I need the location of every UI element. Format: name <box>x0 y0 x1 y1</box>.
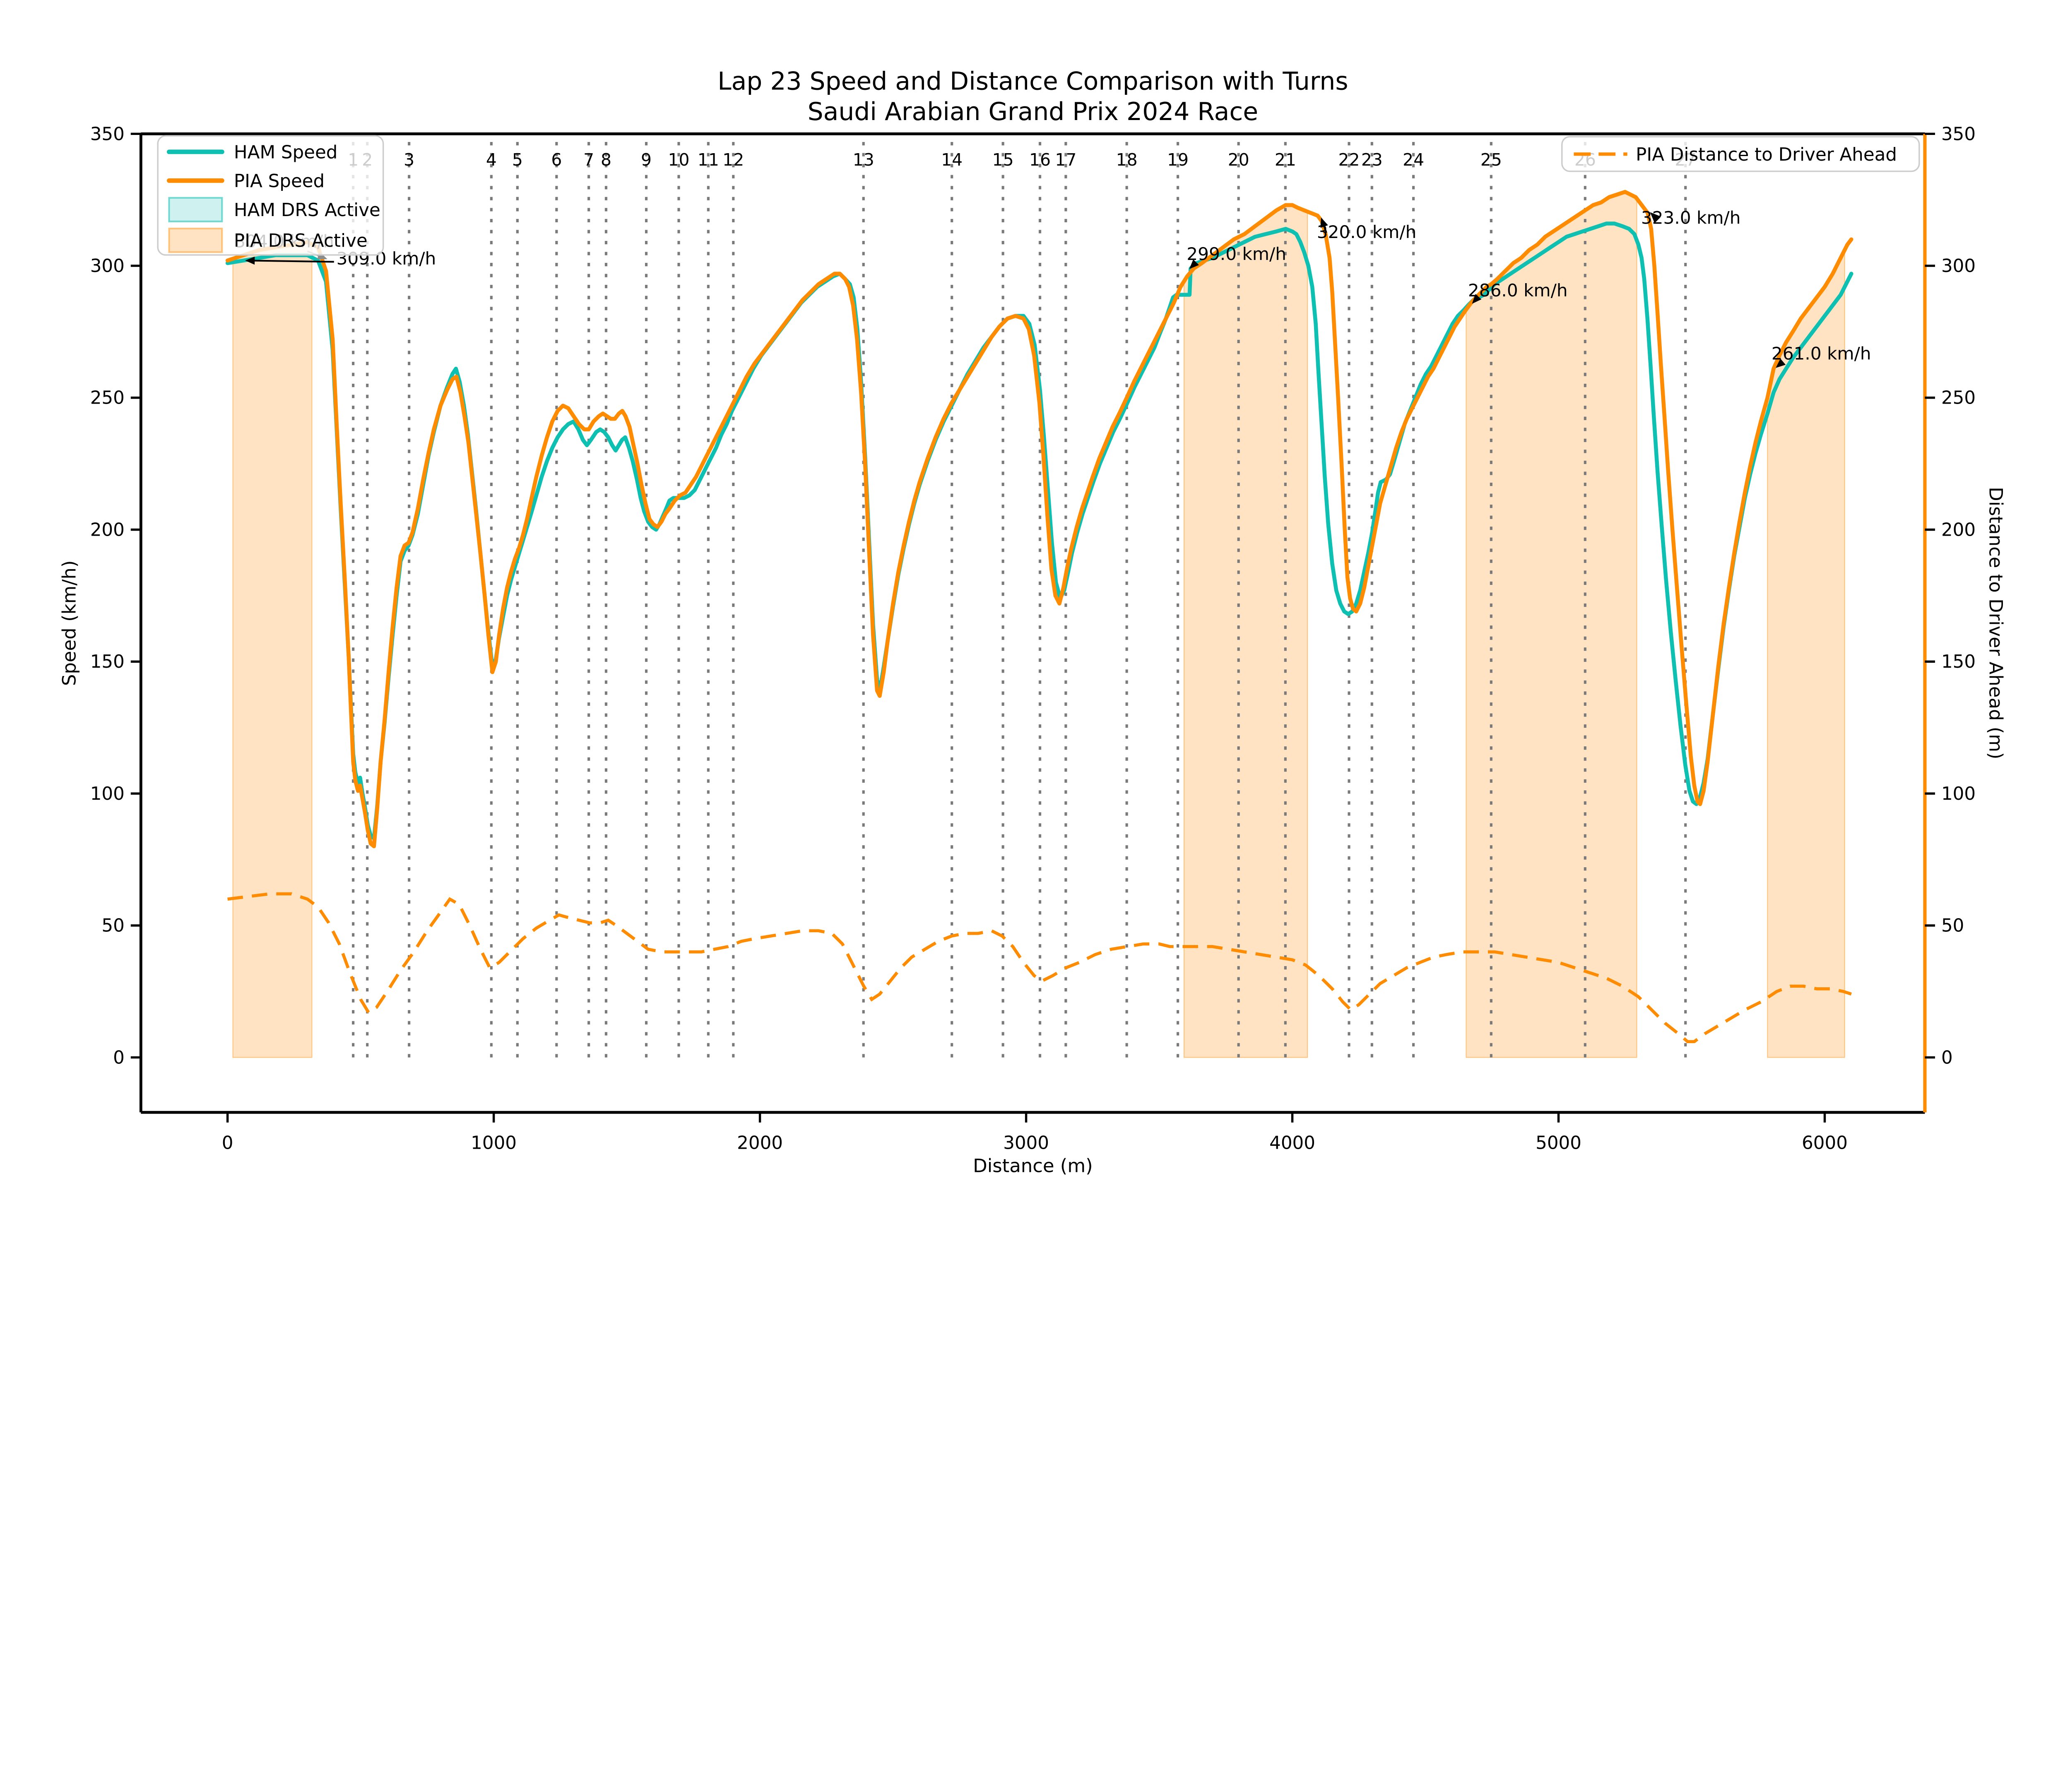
turn-label: 3 <box>404 150 414 170</box>
annotation: 299.0 km/h <box>1187 244 1286 269</box>
annotation-arrow-head <box>245 256 255 265</box>
ham-patch-swatch <box>168 197 223 223</box>
y2-tick-label: 0 <box>1941 1047 1953 1068</box>
turn-label: 17 <box>1055 150 1076 170</box>
annotation-arrow-head <box>1472 294 1482 304</box>
turn-label: 11 <box>698 150 719 170</box>
legend-main-label: PIA Speed <box>234 171 325 192</box>
annotation-arrow-head <box>1320 217 1328 228</box>
drs-zone-pia <box>232 241 313 1058</box>
y-tick-label: 0 <box>113 1047 125 1068</box>
legend-main-box <box>157 135 384 256</box>
annotation: 323.0 km/h <box>1641 208 1741 228</box>
annotation-text: 286.0 km/h <box>1468 280 1568 301</box>
turn-label: 24 <box>1403 150 1424 170</box>
pia-patch-swatch <box>168 227 223 253</box>
turn-label: 20 <box>1228 150 1249 170</box>
annotation-text: 323.0 km/h <box>1641 208 1741 228</box>
speed-distance-chart: 1234567891011121314151617181920212223242… <box>58 67 2007 1177</box>
annotation-arrow-head <box>1776 358 1786 368</box>
turn-label: 19 <box>1167 150 1189 170</box>
pia-distance-line <box>227 892 1852 1043</box>
turn-label: 5 <box>512 150 523 170</box>
y2-tick-label: 350 <box>1941 124 1976 144</box>
y-tick-label: 200 <box>90 520 125 540</box>
turn-label: 25 <box>1480 150 1502 170</box>
annotation-arrow-shaft <box>252 260 334 263</box>
annotation-arrow-head <box>1189 259 1199 269</box>
y-tick-label: 350 <box>90 124 125 144</box>
legend-right: PIA Distance to Driver Ahead <box>1561 136 1920 172</box>
turn-label: 22 <box>1338 150 1360 170</box>
annotation-text: 320.0 km/h <box>1317 222 1417 242</box>
y2-tick-label: 50 <box>1941 916 1964 936</box>
x-tick-label: 5000 <box>1536 1133 1581 1154</box>
figure: 1234567891011121314151617181920212223242… <box>58 67 2007 1177</box>
turn-label: 18 <box>1116 150 1138 170</box>
turn-label: 8 <box>601 150 611 170</box>
legend-main: HAM Speed PIA Speed HAM DRS Active PIA DRS … <box>157 135 384 256</box>
legend-right-box <box>1561 136 1920 172</box>
drs-zone-pia <box>1183 204 1308 1058</box>
drs-zone-pia <box>1466 191 1637 1058</box>
x-axis-label: Distance (m) <box>973 1155 1093 1176</box>
y-tick-label: 300 <box>90 256 125 277</box>
y-tick-label: 100 <box>90 784 125 804</box>
x-tick-label: 2000 <box>737 1133 783 1154</box>
turn-label: 10 <box>668 150 689 170</box>
chart-title-line1: Lap 23 Speed and Distance Comparison wit… <box>717 67 1348 96</box>
x-tick-label: 3000 <box>1003 1133 1049 1154</box>
y2-tick-label: 300 <box>1941 256 1976 277</box>
legend-main-label: PIA DRS Active <box>234 231 368 251</box>
legend-right-label: PIA Distance to Driver Ahead <box>1636 144 1897 165</box>
axes: 0 1000 2000 3000 4000 5000 6000050100150200250… <box>58 124 2007 1176</box>
annotation-text: 261.0 km/h <box>1772 343 1871 363</box>
y2-tick-label: 100 <box>1941 784 1976 804</box>
y-axis-label: Speed (km/h) <box>58 560 80 686</box>
turn-label: 21 <box>1275 150 1296 170</box>
y2-tick-label: 150 <box>1941 652 1976 672</box>
turn-label: 16 <box>1029 150 1051 170</box>
x-tick-label: 0 <box>222 1133 233 1154</box>
y-tick-label: 250 <box>90 388 125 409</box>
y2-tick-label: 200 <box>1941 520 1976 540</box>
turn-label: 14 <box>941 150 963 170</box>
annotation-arrow-head <box>1650 212 1660 222</box>
drs-zone-pia <box>1767 250 1845 1058</box>
legend-main-label: HAM Speed <box>234 142 337 163</box>
turn-label: 12 <box>722 150 744 170</box>
x-tick-label: 1000 <box>471 1133 517 1154</box>
x-tick-label: 4000 <box>1269 1133 1315 1154</box>
turn-markers: 1234567891011121314151617181920212223242… <box>348 134 1696 1058</box>
y2-axis-label: Distance to Driver Ahead (m) <box>1985 487 2007 759</box>
turn-label: 9 <box>641 150 652 170</box>
turn-label: 15 <box>992 150 1014 170</box>
chart-title-line2: Saudi Arabian Grand Prix 2024 Race <box>808 97 1259 126</box>
x-tick-label: 6000 <box>1802 1133 1848 1154</box>
legend-main-label: HAM DRS Active <box>234 200 380 221</box>
turn-label: 6 <box>551 150 562 170</box>
y2-tick-label: 250 <box>1941 388 1976 409</box>
y-tick-label: 150 <box>90 652 125 672</box>
turn-label: 4 <box>486 150 497 170</box>
annotation: 286.0 km/h <box>1468 280 1568 304</box>
y-tick-label: 50 <box>101 916 124 936</box>
turn-label: 23 <box>1361 150 1383 170</box>
annotation: 261.0 km/h <box>1772 343 1871 368</box>
annotation: 320.0 km/h <box>1317 217 1417 242</box>
turn-label: 7 <box>583 150 594 170</box>
pia-speed-line <box>225 190 1853 849</box>
turn-label: 13 <box>853 150 874 170</box>
annotation-text: 299.0 km/h <box>1187 244 1286 264</box>
